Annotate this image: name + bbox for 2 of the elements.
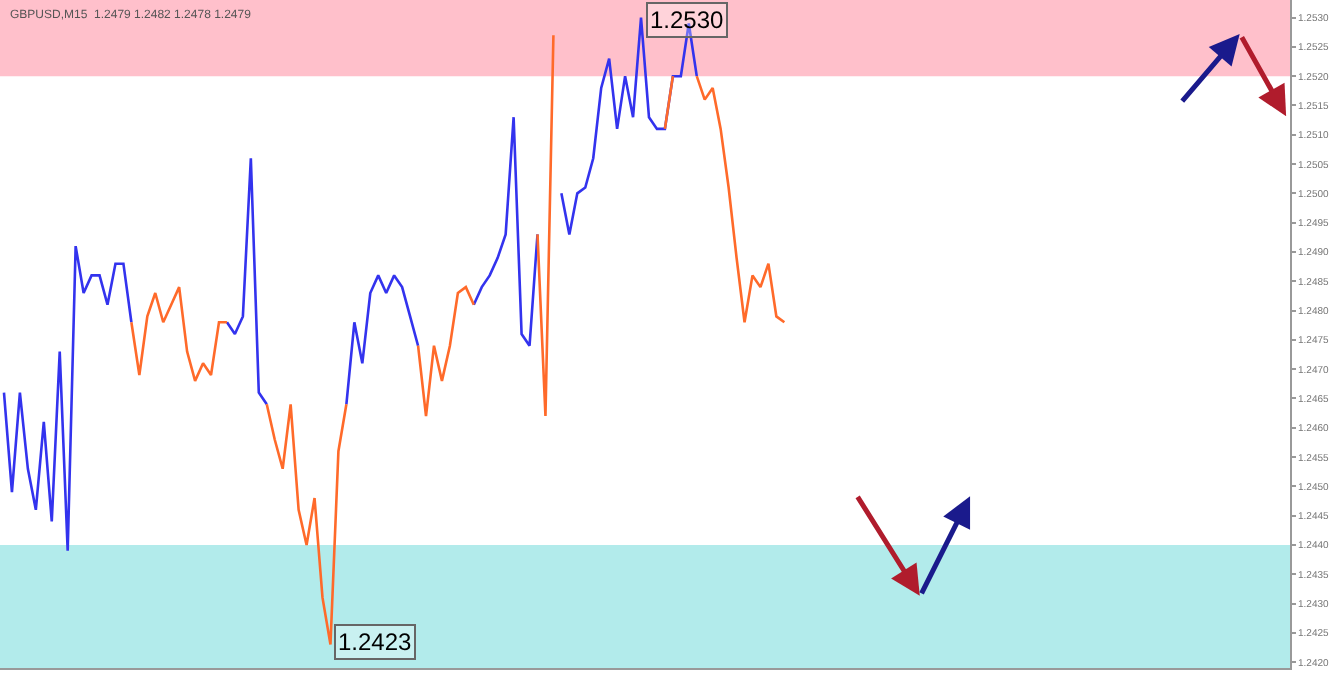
annotation: 1.2530 — [650, 6, 725, 34]
annotation: 1.2423 — [338, 628, 413, 656]
